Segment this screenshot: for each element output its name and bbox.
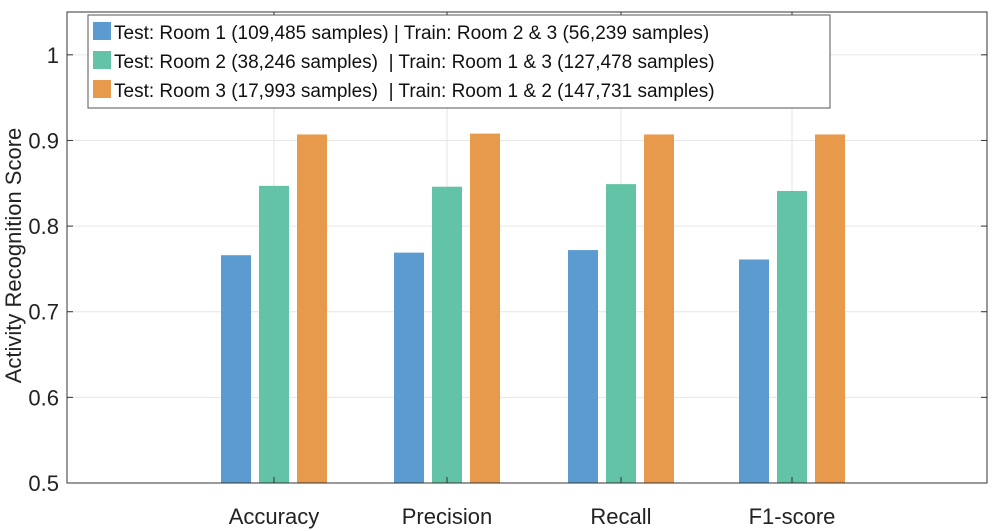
- y-tick-label: 0.8: [28, 214, 59, 239]
- plot-area-frame: [66, 11, 988, 484]
- legend-swatch: [93, 51, 111, 69]
- bar-series-2-f1-score: [777, 190, 807, 484]
- y-axis-ticks: 0.5 0.6 0.7 0.8 0.9 1: [28, 43, 987, 496]
- bars: [221, 133, 845, 484]
- x-category-label: Recall: [590, 504, 651, 529]
- x-axis-ticks: Accuracy Precision Recall F1-score: [229, 12, 836, 529]
- y-axis-title: Activity Recognition Score: [1, 128, 26, 384]
- bar-series-2-recall: [606, 184, 636, 483]
- y-tick-label: 0.9: [28, 128, 59, 153]
- x-category-label: Accuracy: [229, 504, 319, 529]
- bar-series-1-recall: [568, 250, 598, 483]
- y-tick-label: 1: [47, 43, 59, 68]
- legend-swatch: [93, 80, 111, 98]
- legend-box: [87, 14, 831, 109]
- bar-series-2-precision: [432, 186, 462, 483]
- legend: Test: Room 1 (109,485 samples) | Train: …: [87, 14, 831, 109]
- y-tick-label: 0.6: [28, 385, 59, 410]
- legend-label: Test: Room 3 (17,993 samples) | Train: R…: [114, 81, 715, 102]
- bar-series-1-f1-score: [739, 259, 769, 483]
- bar-series-3-precision: [470, 133, 500, 483]
- legend-label: Test: Room 1 (109,485 samples) | Train: …: [114, 23, 709, 44]
- x-category-label: F1-score: [749, 504, 836, 529]
- bar-series-3-accuracy: [297, 134, 327, 483]
- y-tick-label: 0.5: [28, 471, 59, 496]
- bar-series-3-f1-score: [815, 134, 845, 483]
- bar-series-3-recall: [644, 134, 674, 483]
- legend-label: Test: Room 2 (38,246 samples) | Train: R…: [114, 52, 715, 73]
- y-tick-label: 0.7: [28, 300, 59, 325]
- legend-swatch: [93, 22, 111, 40]
- bar-series-1-precision: [394, 252, 424, 483]
- x-category-label: Precision: [402, 504, 492, 529]
- bar-series-1-accuracy: [221, 255, 251, 483]
- bar-series-2-accuracy: [259, 185, 289, 484]
